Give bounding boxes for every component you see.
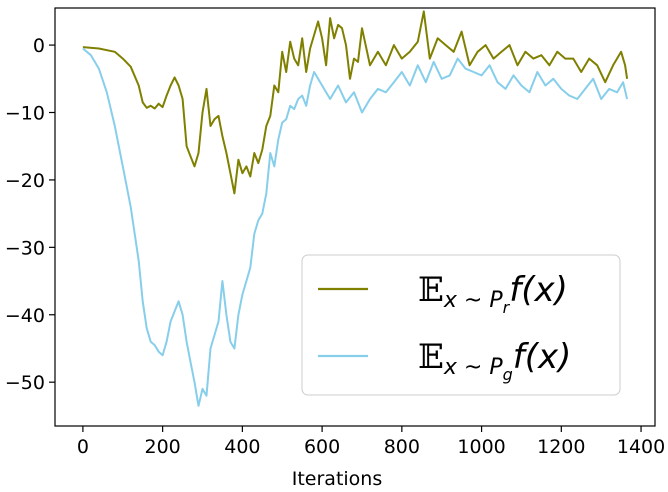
- x-tick-label: 200: [145, 436, 181, 458]
- y-tick-label: −50: [5, 372, 45, 394]
- y-tick-label: −30: [5, 237, 45, 259]
- x-tick-label: 600: [304, 436, 340, 458]
- series-line-1: [82, 10, 629, 195]
- legend-box: [301, 254, 621, 396]
- legend-label-1: 𝔼x ~ Prf(x): [418, 270, 568, 317]
- y-tick-label: −20: [5, 170, 45, 192]
- x-axis-label: Iterations: [292, 468, 383, 490]
- x-tick-label: 1000: [457, 436, 505, 458]
- x-axis: 0 200 400 600 800 1000 1200 1400: [77, 426, 665, 458]
- legend: 𝔼x ~ Prf(x) 𝔼x ~ Pgf(x): [301, 254, 621, 396]
- y-tick-label: −10: [5, 103, 45, 125]
- y-axis: 0 −10 −20 −30 −40 −50: [5, 35, 55, 394]
- y-tick-label: −40: [5, 305, 45, 327]
- legend-label-2: 𝔼x ~ Pgf(x): [418, 337, 571, 384]
- y-tick-label: 0: [33, 35, 45, 57]
- x-tick-label: 800: [384, 436, 420, 458]
- x-tick-label: 400: [224, 436, 260, 458]
- series-layer: [82, 10, 629, 407]
- plot-frame: [54, 7, 656, 427]
- series-line-2: [82, 47, 629, 407]
- x-tick-label: 0: [77, 436, 89, 458]
- x-tick-label: 1200: [537, 436, 585, 458]
- legend-entries: 𝔼x ~ Prf(x) 𝔼x ~ Pgf(x): [318, 270, 571, 384]
- x-tick-label: 1400: [617, 436, 665, 458]
